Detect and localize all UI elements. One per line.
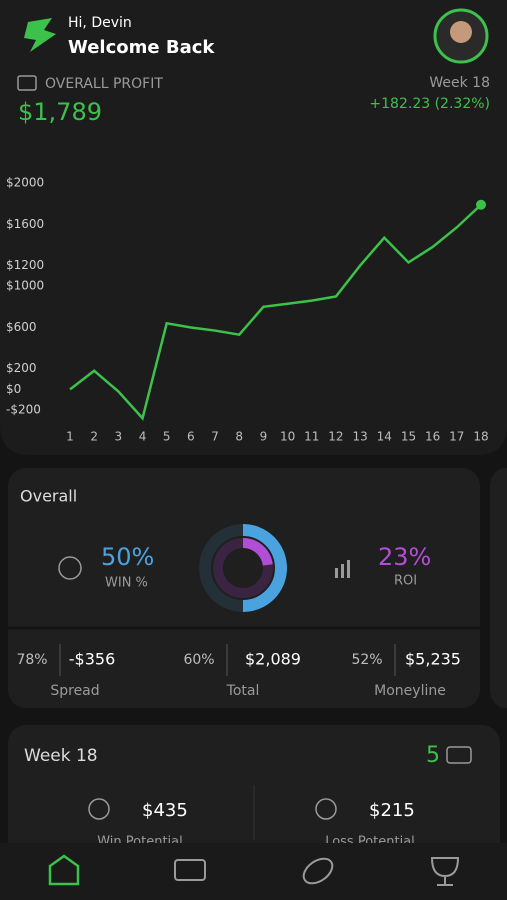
wallet-icon	[17, 75, 37, 91]
win-potential-icon	[88, 798, 110, 820]
greeting: Hi, Devin	[68, 15, 132, 31]
avatar-face	[450, 21, 472, 43]
stat-amount: $2,089	[245, 650, 301, 669]
roi-icon	[335, 560, 350, 578]
y-tick-label: $0	[6, 382, 21, 396]
win-potential-amount: $435	[142, 800, 188, 821]
win-icon	[58, 556, 82, 580]
y-tick-label: $1000	[6, 279, 44, 293]
y-tick-label: -$200	[6, 403, 41, 417]
x-tick-label: 6	[187, 430, 195, 444]
ticket-icon	[446, 746, 472, 764]
win-value: 50%	[101, 543, 154, 571]
profit-amount: $1,789	[18, 98, 102, 126]
roi-caption: ROI	[394, 574, 417, 589]
win-arc	[242, 524, 287, 612]
roi-arc	[242, 538, 273, 566]
stat-pct: 78%	[16, 652, 47, 668]
x-tick-label: 3	[115, 430, 123, 444]
x-tick-label: 1	[66, 430, 74, 444]
y-tick-label: $600	[6, 320, 37, 334]
end-point	[476, 199, 486, 210]
y-tick-label: $200	[6, 361, 37, 375]
x-tick-label: 17	[449, 430, 464, 444]
profit-label: OVERALL PROFIT	[45, 76, 163, 92]
loss-potential-icon	[315, 798, 337, 820]
x-tick-label: 11	[304, 430, 319, 444]
x-tick-label: 14	[377, 430, 392, 444]
stat-pct: 52%	[351, 652, 382, 668]
stat-name: Spread	[50, 683, 99, 699]
overall-title: Overall	[20, 487, 77, 506]
stat-name: Total	[226, 683, 260, 699]
x-tick-label: 9	[260, 430, 268, 444]
donut	[199, 524, 287, 612]
loss-potential-amount: $215	[369, 800, 415, 821]
nav-leaderboard[interactable]	[430, 857, 460, 886]
x-tick-label: 2	[90, 430, 98, 444]
nav-games[interactable]	[299, 854, 337, 889]
y-tick-label: $1200	[6, 258, 44, 272]
y-tick-label: $1600	[6, 217, 44, 231]
profit-change: +182.23 (2.32%)	[369, 96, 490, 112]
x-tick-label: 18	[473, 430, 488, 444]
logo	[24, 18, 56, 52]
stat-amount: -$356	[69, 650, 116, 669]
x-tick-label: 16	[425, 430, 440, 444]
x-tick-label: 7	[211, 430, 219, 444]
y-tick-label: $2000	[6, 176, 44, 190]
line	[69, 203, 482, 421]
nav-bets[interactable]	[174, 859, 206, 881]
profit-panel	[0, 0, 507, 455]
x-tick-label: 13	[352, 430, 367, 444]
next-card	[490, 468, 507, 708]
bet-count: 5	[426, 743, 440, 768]
stats-row: 78% -$356 Spread 60% $2,089 Total 52% $5,235 Mon…	[16, 644, 461, 699]
x-tick-label: 5	[163, 430, 171, 444]
week-label: Week 18	[429, 75, 490, 91]
stat-amount: $5,235	[405, 650, 461, 669]
welcome-title: Welcome Back	[68, 37, 215, 58]
x-tick-label: 15	[401, 430, 416, 444]
week-title: Week 18	[24, 746, 98, 766]
x-tick-label: 10	[280, 430, 295, 444]
x-tick-label: 8	[235, 430, 243, 444]
bottom-nav	[0, 843, 507, 900]
win-caption: WIN %	[105, 576, 148, 591]
x-tick-label: 4	[139, 430, 147, 444]
stat-pct: 60%	[183, 652, 214, 668]
x-tick-label: 12	[328, 430, 343, 444]
roi-value: 23%	[378, 543, 431, 571]
nav-home[interactable]	[48, 854, 80, 886]
stat-name: Moneyline	[374, 683, 446, 699]
